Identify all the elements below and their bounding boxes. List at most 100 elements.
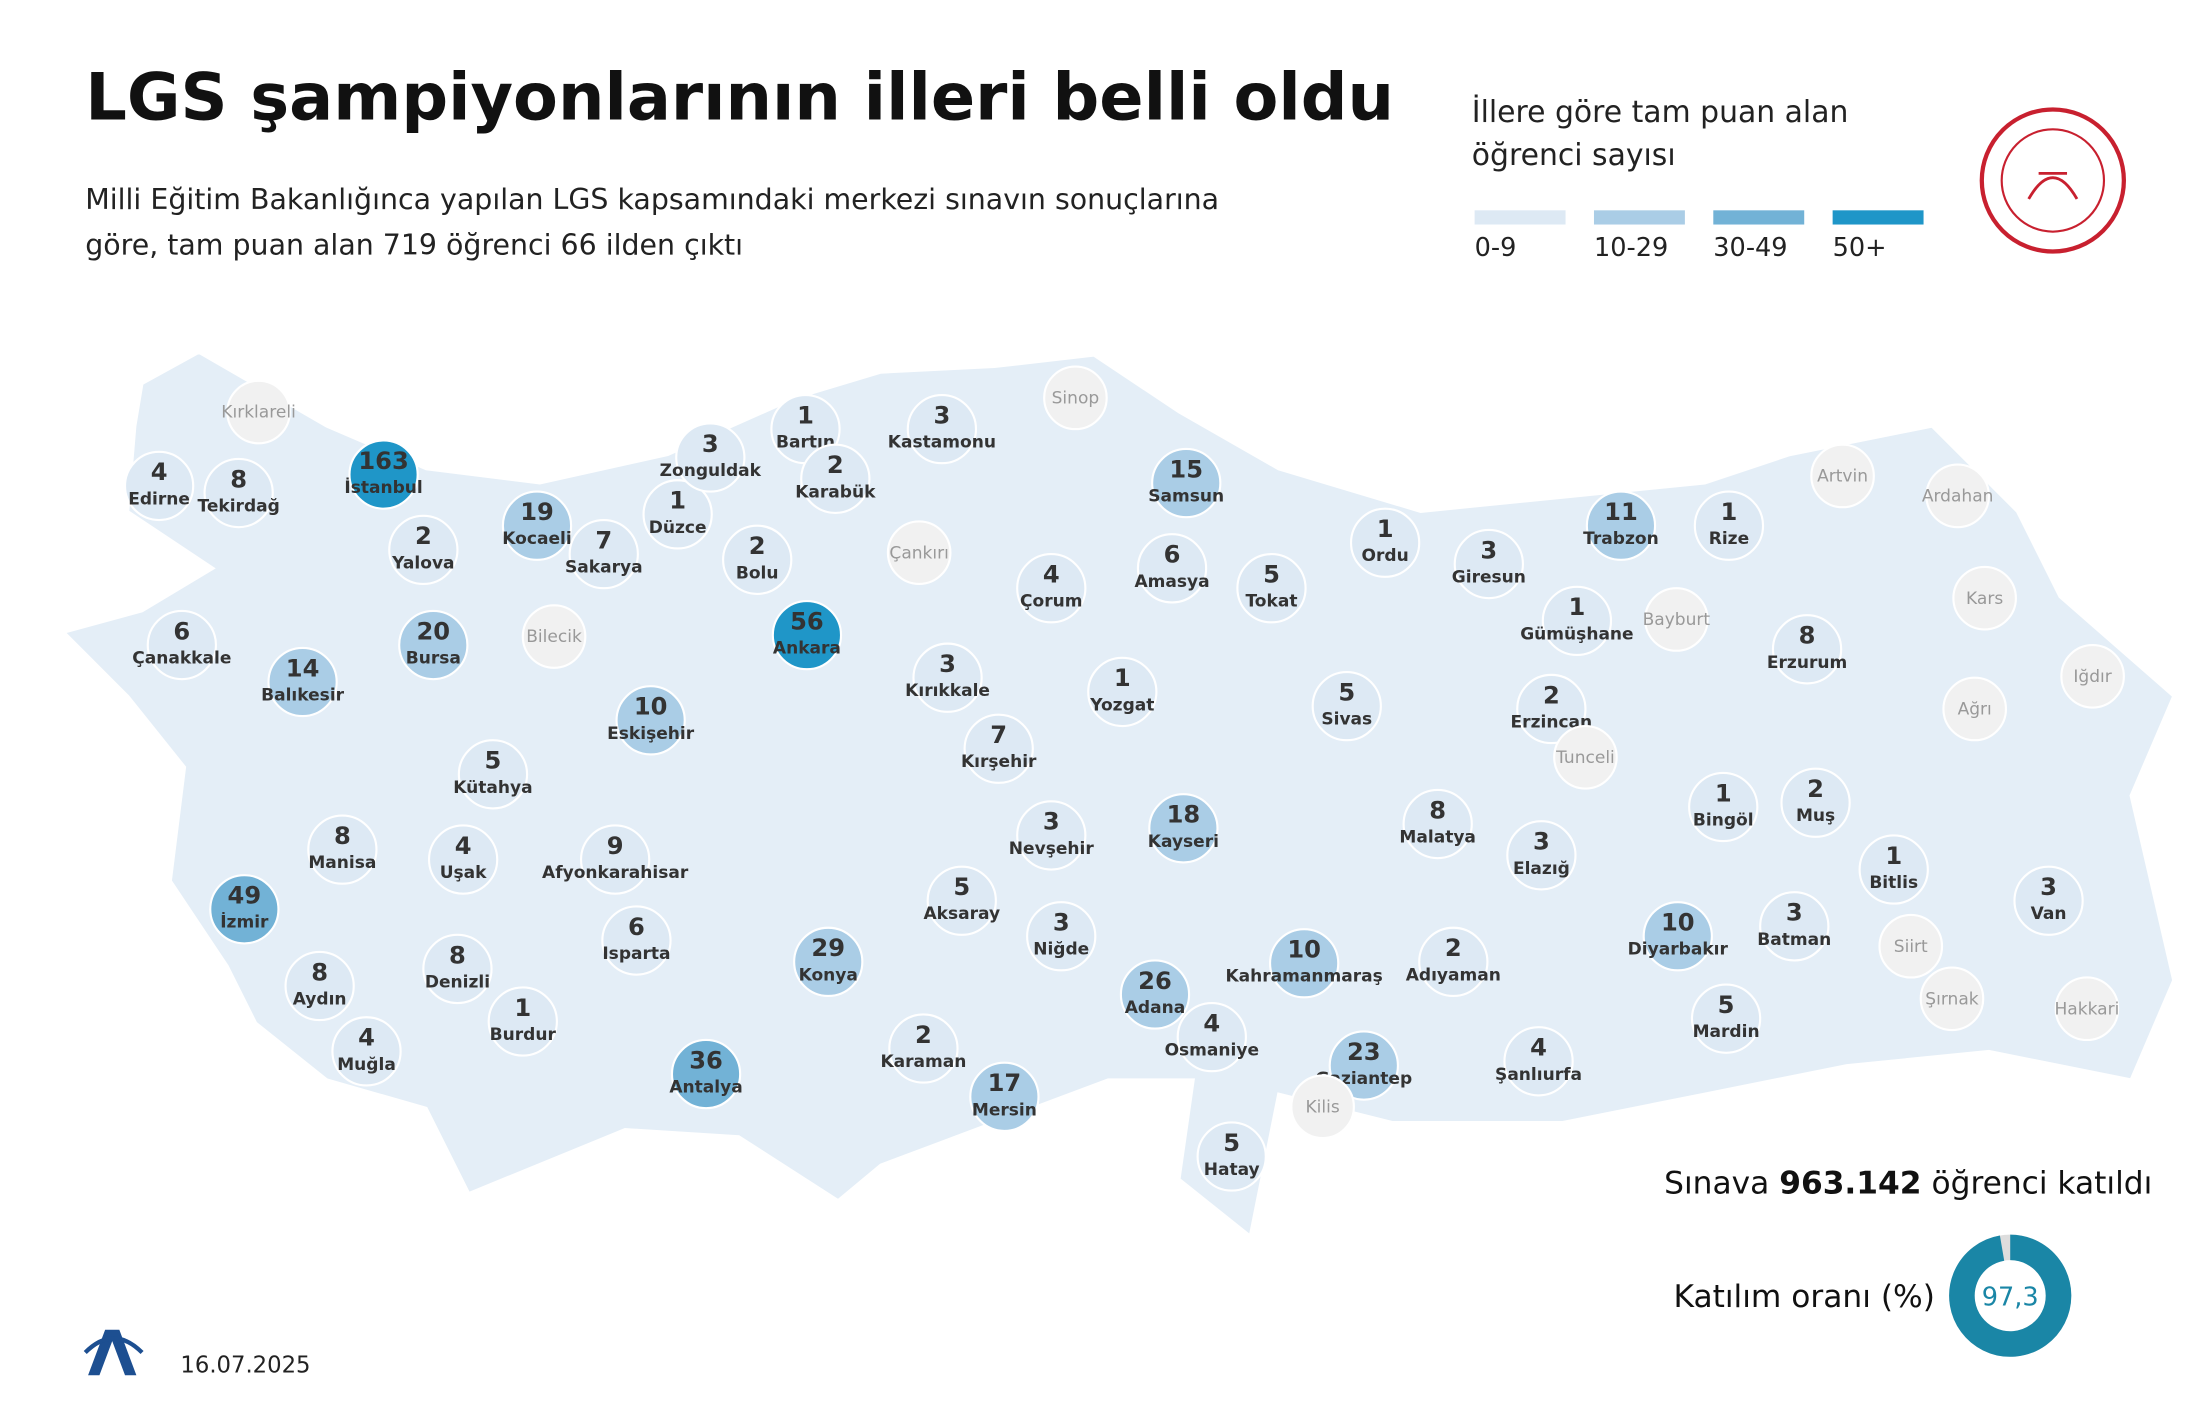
province-name: Muğla xyxy=(337,1055,396,1075)
province-name: Aydın xyxy=(293,989,347,1009)
province: Şırnak xyxy=(1919,966,1985,1032)
province: 1 Gümüşhane xyxy=(1520,585,1634,657)
province-area xyxy=(1136,533,1208,604)
province-name: Sakarya xyxy=(565,558,643,578)
province-area xyxy=(1236,553,1307,624)
province-area xyxy=(123,450,195,522)
province: 4 Çorum xyxy=(1016,553,1087,624)
province: 14 Balıkesir xyxy=(261,646,345,718)
province-value: 29 xyxy=(811,934,845,962)
province-value: 2 xyxy=(915,1021,932,1049)
province-name: Bingöl xyxy=(1693,810,1754,830)
province-name: Osmaniye xyxy=(1165,1041,1259,1061)
province-area xyxy=(1311,670,1382,742)
province-area xyxy=(675,422,746,493)
province-name: Çorum xyxy=(1020,592,1082,612)
province-area xyxy=(601,905,672,976)
province: 3 Nevşehir xyxy=(1009,800,1095,871)
province: 3 Kırıkkale xyxy=(905,642,990,713)
province-value: 1 xyxy=(1114,664,1131,692)
province-name: Hatay xyxy=(1204,1160,1260,1180)
province-name: Kırıkkale xyxy=(905,681,990,701)
province-area xyxy=(1196,1121,1267,1192)
province-value: 3 xyxy=(1480,536,1497,564)
aa-logo-a xyxy=(88,1329,137,1376)
province: 3 Van xyxy=(2013,865,2084,936)
province-area xyxy=(1541,585,1613,657)
province-area xyxy=(1759,891,1830,962)
province-value: 9 xyxy=(607,832,624,860)
province-value: 15 xyxy=(1169,455,1203,483)
province-area xyxy=(1043,365,1108,431)
province-area xyxy=(521,604,587,669)
province: 4 Şanlıurfa xyxy=(1495,1026,1582,1097)
aa-logo-arc xyxy=(83,1336,144,1355)
province-name: Aksaray xyxy=(923,904,1000,924)
province-value: 6 xyxy=(1164,541,1181,569)
province-value: 2 xyxy=(1445,934,1462,962)
province-name: Edirne xyxy=(128,489,190,509)
province: 36 Antalya xyxy=(669,1038,743,1110)
province-area xyxy=(1087,656,1158,728)
province-area xyxy=(2013,865,2084,936)
province-value: 26 xyxy=(1138,967,1172,995)
province-value: 1 xyxy=(1885,842,1902,870)
province: 8 Malatya xyxy=(1399,788,1476,860)
legend-label: 0-9 xyxy=(1475,233,1517,263)
donut-arc xyxy=(1949,1234,2072,1357)
province-name: Hakkari xyxy=(2055,999,2120,1019)
province-name: Kırşehir xyxy=(961,752,1037,772)
province-name: Bayburt xyxy=(1643,610,1711,630)
province-value: 10 xyxy=(634,693,668,721)
legend-swatch xyxy=(1832,210,1924,225)
province-name: Artvin xyxy=(1817,467,1868,487)
province: Bayburt xyxy=(1643,587,1711,652)
province: 2 Karaman xyxy=(880,1013,966,1084)
province-name: Muş xyxy=(1796,806,1835,826)
province-name: Antalya xyxy=(669,1078,742,1098)
province: 2 Yalova xyxy=(388,514,459,586)
province-value: 3 xyxy=(1053,909,1070,937)
province-area xyxy=(926,865,997,936)
province-value: 5 xyxy=(1263,561,1280,589)
province: 1 Ordu xyxy=(1349,507,1421,578)
province: Ardahan xyxy=(1922,463,1993,529)
province-area xyxy=(1516,673,1587,745)
province-value: 3 xyxy=(933,401,950,429)
province-area xyxy=(771,599,843,671)
title: LGS şampiyonlarının illeri belli oldu xyxy=(85,59,1394,135)
legend-title: İllere göre tam puan alan öğrenci sayısı xyxy=(1471,95,1849,172)
province-name: Eskişehir xyxy=(607,724,695,744)
province: Artvin xyxy=(1810,443,1875,509)
province-name: Balıkesir xyxy=(261,685,345,705)
logo-inner xyxy=(2000,128,2106,233)
province-area xyxy=(912,642,983,713)
province-area xyxy=(398,609,469,681)
province-area xyxy=(1942,676,2008,742)
province-name: Amasya xyxy=(1134,572,1209,592)
province-value: 19 xyxy=(520,498,554,526)
province-name: Elazığ xyxy=(1513,859,1570,879)
province-area xyxy=(267,646,338,718)
province-value: 3 xyxy=(1786,899,1803,927)
province-value: 3 xyxy=(939,650,956,678)
province: 3 Niğde xyxy=(1026,901,1097,972)
legend: 0-9 10-29 30-49 50+ xyxy=(1474,210,1924,263)
province-name: Şanlıurfa xyxy=(1495,1065,1582,1085)
province-value: 2 xyxy=(827,451,844,479)
province-name: Samsun xyxy=(1148,487,1224,507)
province-area xyxy=(888,1013,959,1084)
province-name: Çankırı xyxy=(889,543,948,563)
province: 5 Hatay xyxy=(1196,1121,1267,1192)
province-area xyxy=(2060,643,2125,709)
province-value: 5 xyxy=(1223,1129,1240,1157)
province-value: 3 xyxy=(1043,808,1060,836)
province-area xyxy=(969,1061,1040,1132)
province-name: Kocaeli xyxy=(502,529,571,549)
province-area xyxy=(1925,463,1990,529)
province-name: Nevşehir xyxy=(1009,839,1095,859)
province: 4 Muğla xyxy=(331,1016,402,1087)
province: 10 Eskişehir xyxy=(607,685,695,756)
province: 6 Isparta xyxy=(601,905,672,976)
province-name: Kütahya xyxy=(453,778,532,798)
